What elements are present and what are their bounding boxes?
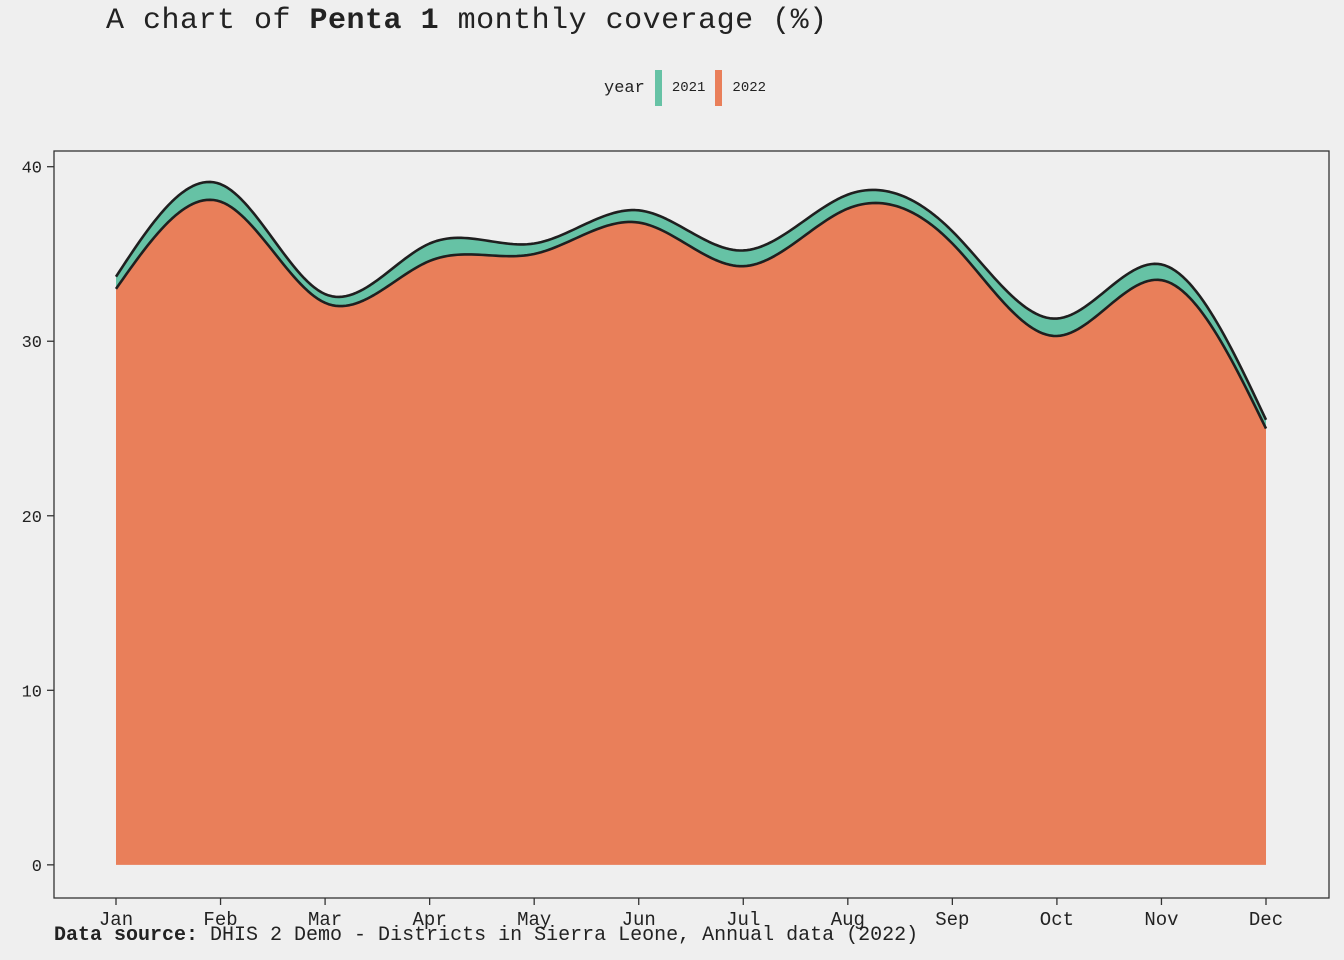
line-2021-top <box>114 180 1268 421</box>
x-tick-label: Feb <box>203 909 237 931</box>
legend-label-2022: 2022 <box>732 80 767 96</box>
y-tick-label: 40 <box>22 160 42 179</box>
legend-swatch-2021 <box>654 70 662 106</box>
legend-title: year <box>604 78 645 98</box>
title-bold: Penta 1 <box>309 4 440 38</box>
x-tick-label: Nov <box>1144 909 1178 931</box>
data-source-text: DHIS 2 Demo - Districts in Sierra Leone,… <box>198 924 919 947</box>
x-tick-label: Aug <box>831 909 865 931</box>
legend-label-2021: 2021 <box>671 80 706 96</box>
y-tick-label: 20 <box>22 509 42 528</box>
y-tick-label: 30 <box>22 334 42 353</box>
x-tick-label: Jun <box>622 909 656 931</box>
x-tick-label: Dec <box>1249 909 1283 931</box>
x-tick-label: Oct <box>1040 909 1074 931</box>
x-tick-label: May <box>517 909 551 931</box>
y-tick-label: 0 <box>32 858 42 877</box>
area-2022 <box>116 199 1266 865</box>
x-tick-label: Mar <box>308 909 342 931</box>
data-source-label: Data source: <box>54 924 199 947</box>
chart-title: A chart of Penta 1 monthly coverage (%) <box>106 4 828 38</box>
legend: year 2021 2022 <box>604 70 776 106</box>
title-suffix: monthly coverage (%) <box>439 4 828 38</box>
x-tick-label: Apr <box>413 909 447 931</box>
title-prefix: A chart of <box>106 4 310 38</box>
x-tick-label: Sep <box>935 909 969 931</box>
x-tick-label: Jul <box>726 909 760 931</box>
x-tick-label: Jan <box>99 909 133 931</box>
legend-swatch-2022 <box>715 70 723 106</box>
data-source-caption: Data source: DHIS 2 Demo - Districts in … <box>54 924 918 947</box>
line-2022-top <box>114 198 1268 430</box>
y-tick-label: 10 <box>22 683 42 702</box>
